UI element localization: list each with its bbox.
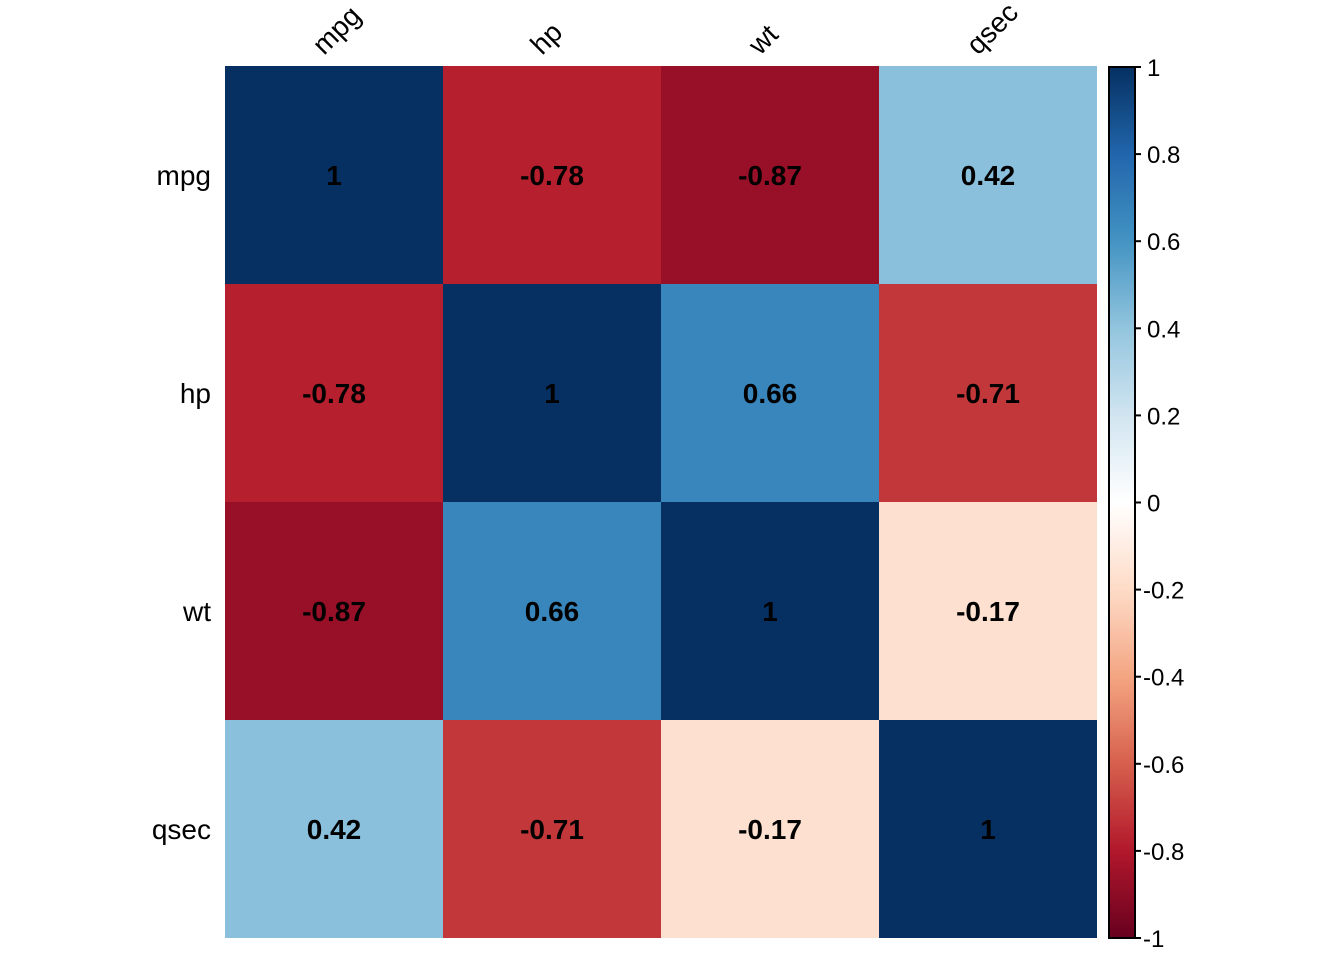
heatmap-cell-wt-mpg: [225, 502, 443, 720]
colorbar-tick-label: 0: [1147, 491, 1160, 518]
colorbar-tick-label: -1: [1143, 926, 1164, 953]
cell-value-label: -0.71: [520, 814, 584, 845]
cell-value-label: -0.17: [738, 814, 802, 845]
heatmap-cell-mpg-wt: [661, 66, 879, 284]
row-labels: mpg hp wt qsec: [152, 160, 211, 845]
heatmap-cell-wt-qsec: [879, 502, 1097, 720]
colorbar-tick-label: -0.4: [1143, 665, 1184, 692]
column-label-wt: wt: [742, 18, 785, 61]
cell-value-label: -0.78: [302, 378, 366, 409]
heatmap-cell-hp-qsec: [879, 284, 1097, 502]
cell-value-label: -0.17: [956, 596, 1020, 627]
column-labels: mpg hp wt qsec: [306, 0, 1024, 61]
heatmap-cells: [225, 66, 1097, 938]
heatmap-cell-mpg-mpg: [225, 66, 443, 284]
cell-value-label: 1: [980, 814, 996, 845]
row-label-wt: wt: [182, 596, 211, 627]
column-label-mpg: mpg: [306, 0, 366, 60]
colorbar-tick-label: 0.4: [1147, 316, 1180, 343]
heatmap-cell-qsec-hp: [443, 720, 661, 938]
colorbar-tick-label: -0.8: [1143, 839, 1184, 866]
heatmap-cell-hp-mpg: [225, 284, 443, 502]
colorbar-gradient: [1108, 66, 1136, 939]
column-label-qsec: qsec: [960, 0, 1024, 60]
colorbar: 1 0.8 0.6 0.4 0.2 0 -0.2 -0.4 -0.6 -0.8 -1: [1108, 55, 1184, 953]
heatmap-cell-qsec-mpg: [225, 720, 443, 938]
heatmap-cell-mpg-hp: [443, 66, 661, 284]
cell-value-label: 1: [544, 378, 560, 409]
heatmap-cell-mpg-qsec: [879, 66, 1097, 284]
colorbar-tick-label: 0.8: [1147, 142, 1180, 169]
colorbar-tick-label: 1: [1147, 55, 1160, 82]
row-label-qsec: qsec: [152, 814, 211, 845]
column-label-hp: hp: [524, 16, 568, 60]
cell-value-label: 0.66: [525, 596, 580, 627]
colorbar-tick-label: -0.6: [1143, 752, 1184, 779]
cell-value-label: -0.87: [302, 596, 366, 627]
colorbar-tick-label: 0.2: [1147, 403, 1180, 430]
heatmap-cell-hp-wt: [661, 284, 879, 502]
cell-value-label: -0.71: [956, 378, 1020, 409]
heatmap-cell-wt-hp: [443, 502, 661, 720]
cell-value-labels: 1 -0.78 -0.87 0.42 -0.78 1 0.66 -0.71 -0.87 0.66 1…: [302, 160, 1020, 845]
heatmap-cell-qsec-wt: [661, 720, 879, 938]
cell-value-label: -0.87: [738, 160, 802, 191]
colorbar-tick-label: 0.6: [1147, 229, 1180, 256]
cell-value-label: -0.78: [520, 160, 584, 191]
cell-value-label: 1: [326, 160, 342, 191]
cell-value-label: 0.42: [307, 814, 362, 845]
cell-value-label: 0.42: [961, 160, 1016, 191]
heatmap-cell-qsec-qsec: [879, 720, 1097, 938]
heatmap-cell-wt-wt: [661, 502, 879, 720]
row-label-mpg: mpg: [157, 160, 211, 191]
colorbar-tick-label: -0.2: [1143, 578, 1184, 605]
cell-value-label: 1: [762, 596, 778, 627]
cell-value-label: 0.66: [743, 378, 798, 409]
heatmap-cell-hp-hp: [443, 284, 661, 502]
row-label-hp: hp: [180, 378, 211, 409]
